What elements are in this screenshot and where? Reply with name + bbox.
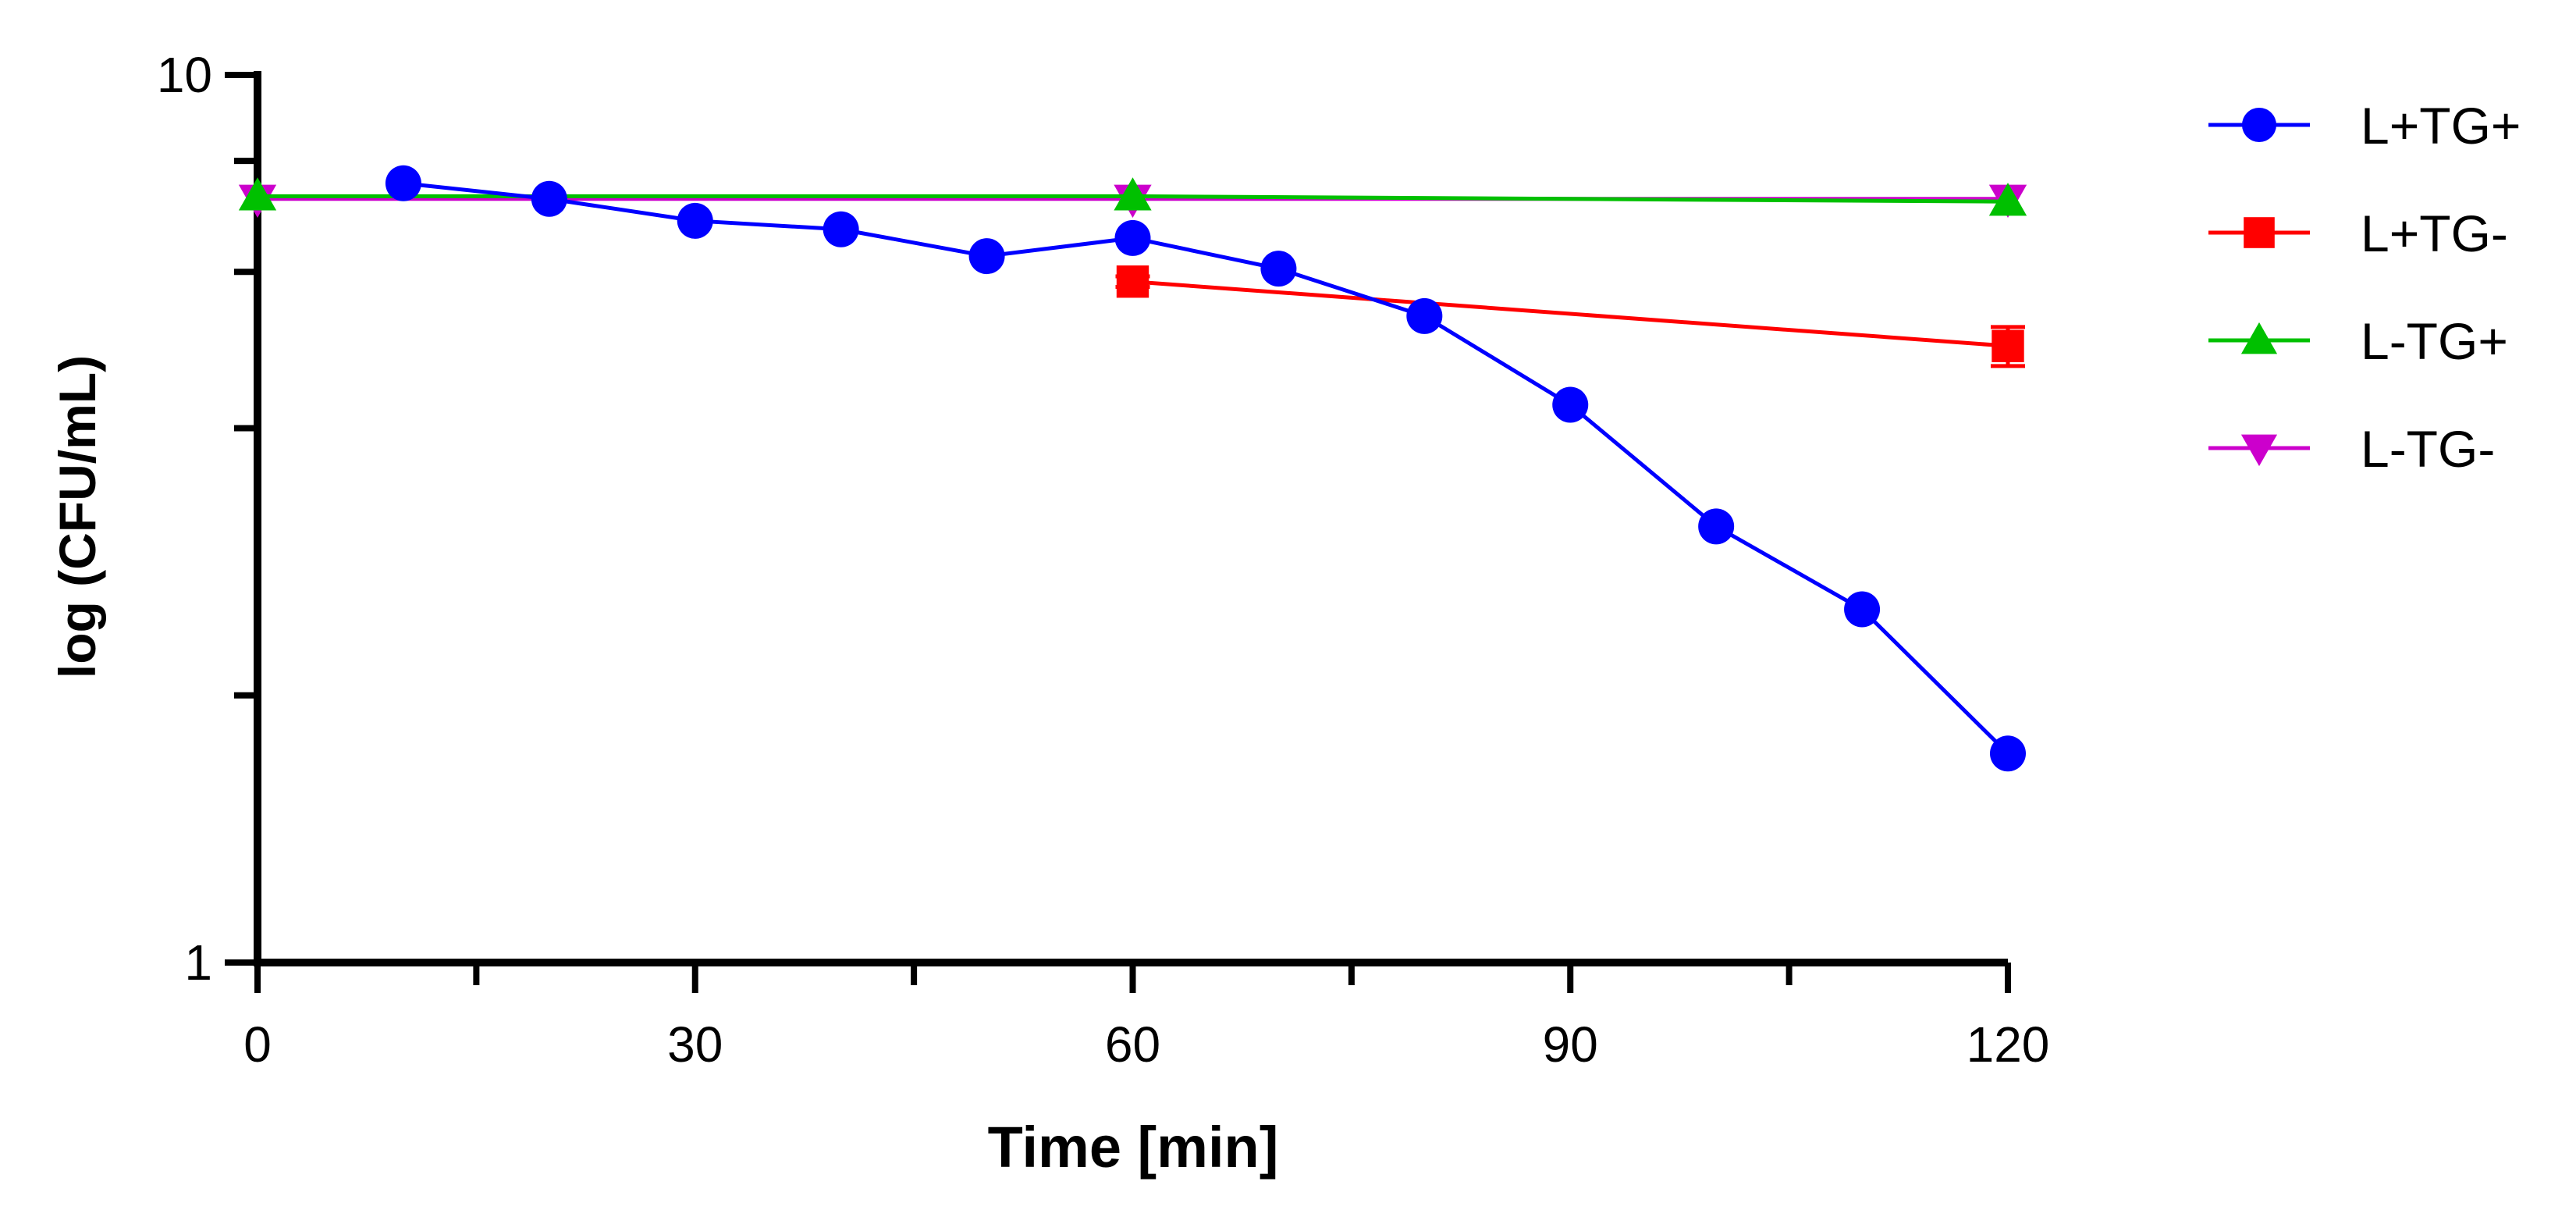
y-axis-title: log (CFU/mL)	[48, 355, 106, 678]
legend-marker	[2240, 434, 2278, 467]
x-tick-label: 0	[243, 1016, 272, 1073]
data-point	[1116, 265, 1149, 298]
x-tick-label: 60	[1105, 1016, 1160, 1073]
data-point	[1844, 591, 1881, 628]
x-tick-label: 30	[667, 1016, 723, 1073]
data-point	[385, 165, 421, 201]
legend-item: L-TG-	[2208, 420, 2495, 478]
legend-item: L+TG-	[2208, 205, 2508, 262]
axes: 0 30 60 90 120 1 10	[157, 47, 2050, 1073]
data-point	[968, 238, 1005, 275]
y-tick-label: 1	[184, 934, 212, 991]
legend-item: L+TG+	[2208, 97, 2521, 155]
series-L+TG+	[385, 165, 2026, 772]
y-tick-label: 10	[157, 47, 212, 103]
series-layer	[238, 165, 2027, 772]
x-tick-label: 90	[1543, 1016, 1598, 1073]
data-point	[1698, 508, 1735, 545]
series-L+TG-	[1115, 265, 2025, 368]
x-ticks: 0 30 60 90 120	[243, 963, 2049, 1073]
data-point	[238, 177, 277, 211]
data-point	[677, 202, 713, 239]
data-point	[823, 211, 859, 247]
data-point	[1552, 386, 1589, 423]
data-point	[1406, 297, 1443, 334]
legend-marker	[2242, 108, 2276, 142]
legend-label: L+TG+	[2361, 97, 2521, 155]
series-line	[1132, 279, 2009, 348]
x-tick-label: 120	[1967, 1016, 2050, 1073]
legend-label: L-TG+	[2361, 312, 2508, 370]
series-L-TG+	[238, 177, 2027, 216]
data-point	[1992, 329, 2024, 362]
data-point	[531, 180, 567, 217]
legend-item: L-TG+	[2208, 312, 2508, 370]
x-axis-title: Time [min]	[988, 1115, 1279, 1180]
data-point	[1114, 219, 1151, 256]
legend-label: L-TG-	[2361, 420, 2495, 478]
series-line	[403, 181, 2009, 755]
y-ticks: 1 10	[157, 47, 258, 991]
legend: L+TG+ L+TG- L-TG+ L-TG-	[2208, 97, 2521, 478]
data-point	[1988, 183, 2027, 216]
legend-marker	[2244, 217, 2275, 248]
data-point	[1260, 251, 1297, 287]
legend-label: L+TG-	[2361, 205, 2508, 262]
data-point	[1990, 735, 2026, 772]
data-point	[1114, 177, 1152, 211]
legend-marker	[2240, 322, 2278, 354]
